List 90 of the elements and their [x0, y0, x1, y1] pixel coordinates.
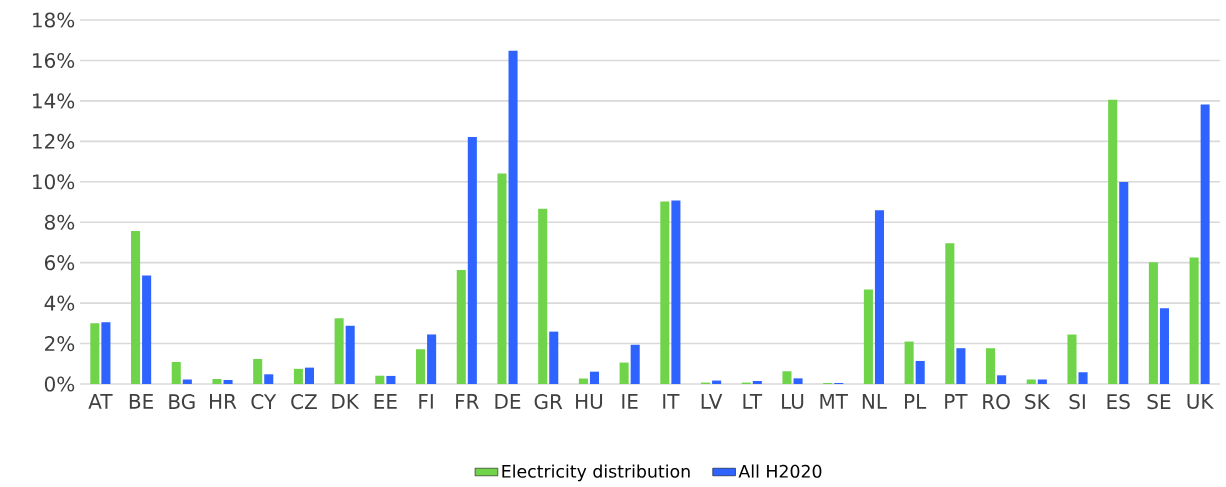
x-tick-label: ES [1107, 394, 1130, 410]
x-tick-label: PL [905, 394, 927, 409]
bar [304, 367, 315, 384]
bar [578, 378, 588, 384]
y-tick-label: 8% [44, 214, 75, 230]
bar [915, 360, 925, 384]
bar [334, 318, 344, 384]
bar [264, 374, 274, 384]
bar [660, 201, 670, 384]
bar [497, 173, 507, 384]
bar [386, 375, 396, 384]
x-tick-label: CZ [291, 394, 317, 410]
x-tick-label: FI [419, 394, 433, 409]
bar [345, 325, 355, 384]
y-tick-label: 12% [33, 133, 75, 149]
bar [223, 379, 233, 384]
y-tick-label: 2% [45, 335, 75, 352]
x-tick-label: GR [534, 394, 563, 410]
x-tick-label: LT [743, 394, 763, 409]
x-tick-label: MT [820, 394, 849, 409]
legend-label: Electricity distribution [502, 464, 690, 482]
x-tick-label: SI [1069, 394, 1085, 410]
y-tick-label: 6% [44, 255, 75, 271]
x-tick-label: EE [374, 394, 397, 409]
bar [182, 379, 192, 384]
bar [467, 136, 477, 384]
y-tick-label: 16% [33, 52, 75, 69]
bar [793, 378, 803, 384]
bar [782, 371, 792, 384]
x-tick-label: LU [782, 394, 804, 409]
bar [874, 210, 885, 384]
x-tick-label: DE [495, 394, 521, 409]
bar [1078, 372, 1088, 384]
x-tick-label: LV [701, 394, 723, 409]
y-tick-label: 10% [33, 174, 75, 190]
y-tick-label: 0% [44, 376, 75, 392]
bar [253, 358, 263, 384]
bar [101, 322, 111, 384]
bar [752, 380, 762, 384]
y-tick-label: 18% [33, 12, 75, 28]
x-tick-label: CY [251, 394, 277, 410]
bar [1108, 99, 1118, 384]
x-tick-label: SE [1147, 394, 1171, 410]
x-tick-label: FR [456, 394, 479, 409]
bar [671, 200, 681, 384]
bar [90, 323, 100, 384]
bar [589, 371, 600, 384]
x-tick-label: AT [88, 394, 113, 409]
bar [456, 269, 466, 384]
bar [630, 344, 640, 384]
bar [619, 362, 629, 384]
bar [1159, 308, 1169, 384]
bar [986, 348, 996, 384]
bar [171, 361, 181, 384]
bar [1119, 181, 1129, 384]
bar [549, 331, 559, 384]
x-tick-label: DK [332, 394, 360, 409]
bar [538, 208, 548, 384]
x-tick-label: PT [945, 394, 968, 409]
bar [508, 50, 518, 384]
bar [1148, 262, 1158, 384]
bar [1189, 257, 1199, 384]
bar [212, 378, 222, 384]
x-tick-label: UK [1187, 394, 1214, 409]
x-tick-label: IE [622, 394, 638, 409]
bar [416, 349, 426, 384]
bar [142, 275, 152, 384]
x-tick-label: HU [576, 394, 603, 409]
y-tick-label: 4% [44, 295, 75, 311]
bar [956, 348, 966, 384]
x-tick-label: SK [1025, 394, 1051, 410]
x-tick-label: BG [169, 394, 195, 410]
bar [1026, 379, 1036, 384]
bar [375, 375, 385, 384]
bar [945, 243, 955, 384]
bar [997, 375, 1007, 384]
x-tick-label: BE [129, 394, 153, 409]
legend-label: All H2020 [738, 464, 822, 478]
bar [131, 231, 141, 384]
bar [1067, 334, 1077, 384]
bar [1037, 379, 1047, 384]
x-tick-label: IT [663, 394, 680, 409]
bar [427, 334, 437, 384]
x-tick-label: RO [983, 394, 1010, 410]
bar [904, 341, 914, 384]
y-tick-label: 14% [33, 93, 75, 109]
bar [293, 368, 303, 384]
bar [863, 289, 873, 384]
x-tick-label: HR [210, 394, 237, 409]
x-tick-label: NL [862, 394, 887, 409]
